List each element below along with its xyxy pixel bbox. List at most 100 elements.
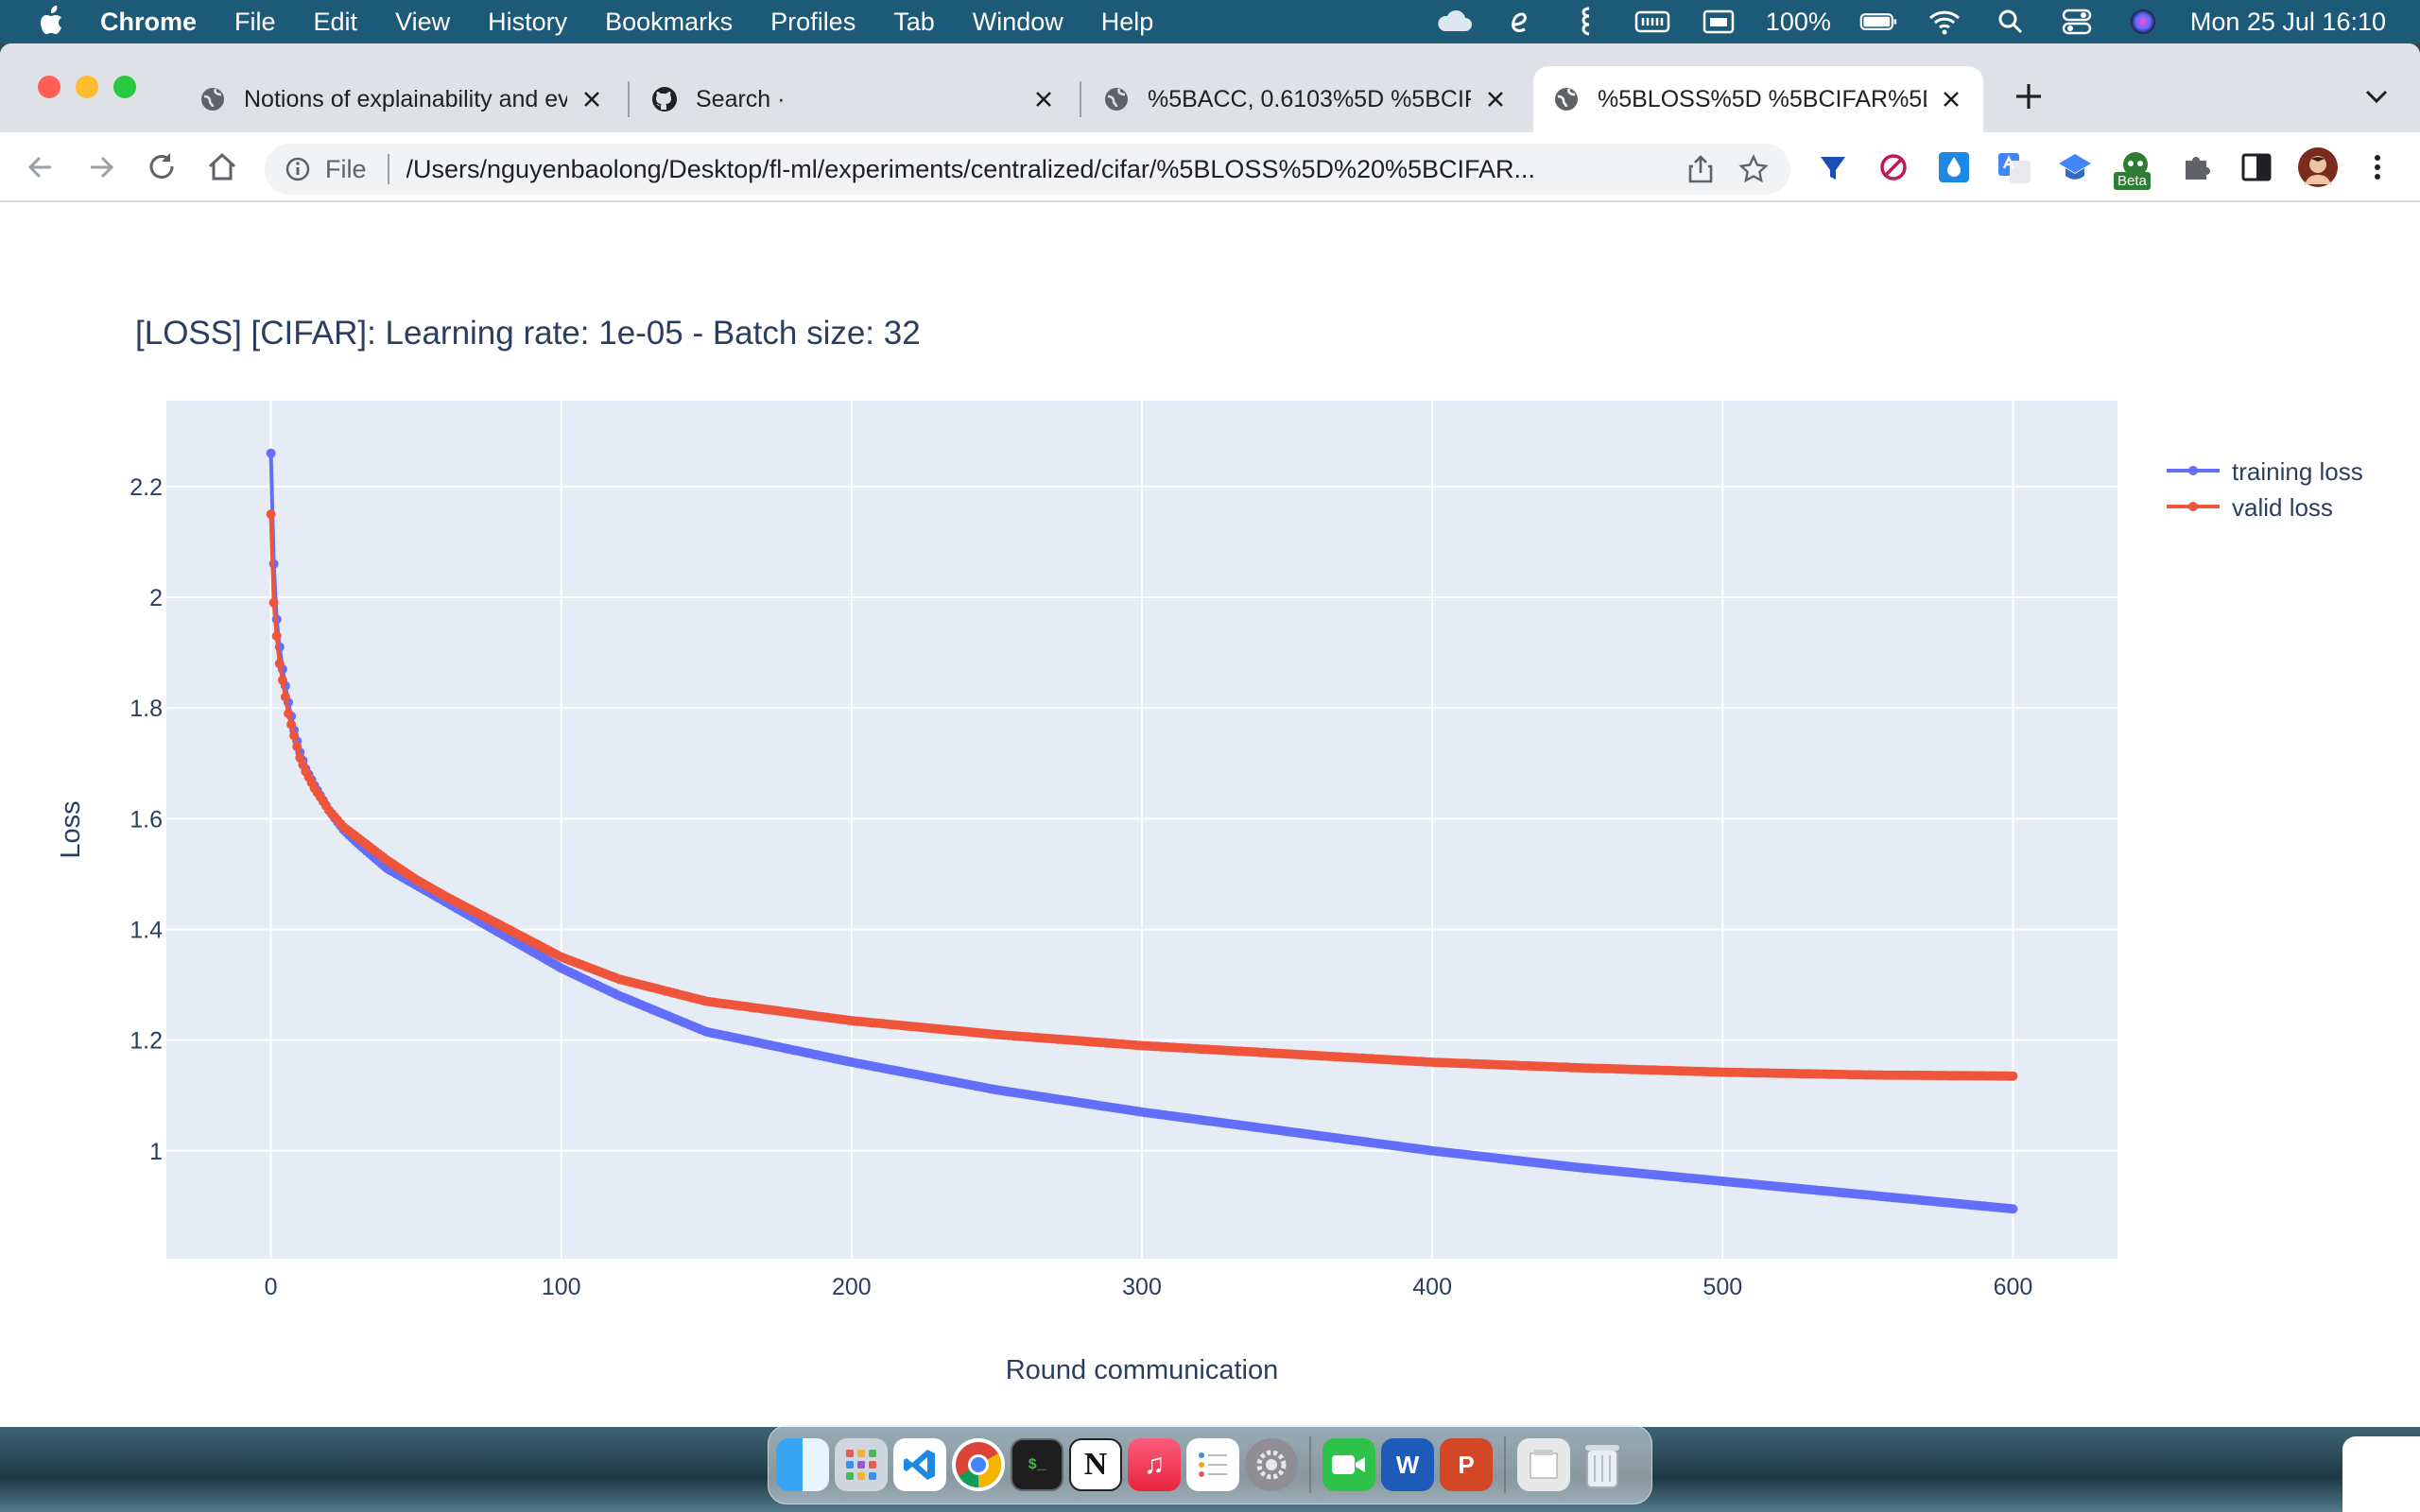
series-valid-loss [266,509,2018,1081]
chart-title: [LOSS] [CIFAR]: Learning rate: 1e-05 - B… [135,315,921,352]
legend-label-valid: valid loss [2232,493,2333,522]
y-tick-label: 2 [149,585,163,611]
scholar-extension-icon[interactable] [2057,149,2093,185]
dock: $_ N ♫ W P [768,1425,1652,1504]
block-extension-icon[interactable] [1876,149,1911,185]
script-icon[interactable] [1567,7,1605,36]
github-icon [652,87,677,112]
menu-file[interactable]: File [234,7,276,36]
url-text[interactable]: /Users/nguyenbaolong/Desktop/fl-ml/exper… [406,154,1536,183]
clock[interactable]: Mon 25 Jul 16:10 [2189,7,2386,36]
dock-finder-icon[interactable] [776,1438,829,1491]
legend-marker-valid [2188,502,2198,511]
dock-launchpad-icon[interactable] [835,1438,888,1491]
close-icon[interactable] [1938,86,1964,112]
back-icon[interactable] [23,149,59,185]
tab-loss[interactable]: %5BLOSS%5D %5BCIFAR%5D [1533,66,1983,132]
y-tick-label: 1.8 [130,696,163,722]
menu-bar: Chrome File Edit View History Bookmarks … [0,0,2420,43]
url-scheme: File [325,154,367,183]
menu-edit[interactable]: Edit [313,7,358,36]
dock-files-icon[interactable] [1517,1438,1570,1491]
siri-icon[interactable] [2124,8,2162,36]
toolbar: File /Users/nguyenbaolong/Desktop/fl-ml/… [0,132,2420,202]
icloud-icon[interactable] [1435,8,1473,36]
tab-acc[interactable]: %5BACC, 0.6103%5D %5BCIF [1083,66,1528,132]
zoom-window-button[interactable] [113,76,136,98]
data-point [2008,1204,2018,1214]
data-point [289,730,300,741]
legend-item-training[interactable]: training loss [2167,457,2363,486]
avatar[interactable] [2297,146,2339,188]
menu-bookmarks[interactable]: Bookmarks [605,7,734,36]
tab-search[interactable]: Search · [631,66,1076,132]
dock-notion-icon[interactable]: N [1069,1438,1122,1491]
drop-extension-icon[interactable] [1936,149,1972,185]
menu-chrome[interactable]: Chrome [100,7,198,36]
menu-help[interactable]: Help [1100,7,1154,36]
beta-extension-icon[interactable]: Beta [2114,149,2155,190]
dock-separator [1309,1436,1311,1493]
x-tick-label: 600 [1994,1274,2033,1300]
browser-window: Notions of explainability and ev Search … [0,43,2420,1427]
x-tick-label: 300 [1122,1274,1162,1300]
dock-trash-icon[interactable] [1576,1438,1629,1491]
star-icon[interactable] [1737,153,1770,185]
legend: training loss valid loss [2167,457,2363,522]
legend-item-valid[interactable]: valid loss [2167,493,2333,522]
home-icon[interactable] [204,149,240,185]
new-tab-icon[interactable] [2012,79,2046,113]
menu-history[interactable]: History [488,7,568,36]
minimize-window-button[interactable] [76,76,98,98]
dock-facetime-icon[interactable] [1322,1438,1375,1491]
x-tick-label: 400 [1412,1274,1452,1300]
dock-music-icon[interactable]: ♫ [1128,1438,1181,1491]
x-tick-label: 500 [1703,1274,1742,1300]
reload-icon[interactable] [144,149,180,185]
apple-icon[interactable] [38,6,66,38]
data-point [271,631,282,641]
legend-marker-training [2188,466,2198,475]
status-area: 100% Mon 25 Jul 16:10 [1435,0,2386,43]
menu-profiles[interactable]: Profiles [770,7,856,36]
close-icon[interactable] [1030,86,1057,112]
close-icon[interactable] [1482,86,1509,112]
filter-extension-icon[interactable] [1815,149,1851,185]
dock-system-preferences-icon[interactable] [1245,1438,1298,1491]
e-icon[interactable] [1501,8,1539,36]
menu-window[interactable]: Window [972,7,1063,36]
window-icon[interactable] [1700,8,1737,36]
robot-icon [2123,152,2148,177]
sidepanel-icon[interactable] [2238,149,2274,185]
control-center-icon[interactable] [2058,8,2096,36]
close-window-button[interactable] [38,76,60,98]
battery-icon[interactable] [1859,8,1897,36]
chevron-down-icon[interactable] [2361,81,2392,112]
dock-chrome-icon[interactable] [952,1438,1005,1491]
puzzle-icon[interactable] [2178,149,2214,185]
keyboard-icon[interactable] [1634,8,1671,36]
close-icon[interactable] [579,86,605,112]
translate-extension-icon[interactable] [1996,149,2032,185]
data-point [274,659,285,669]
dock-vscode-icon[interactable] [893,1438,946,1491]
globe-icon [1555,88,1578,111]
dock-word-icon[interactable]: W [1381,1438,1434,1491]
share-icon[interactable] [1685,153,1717,185]
loss-chart: [LOSS] [CIFAR]: Learning rate: 1e-05 - B… [56,315,2363,1385]
dock-terminal-icon[interactable]: $_ [1011,1438,1063,1491]
x-axis-label: Round communication [1006,1355,1279,1385]
menu-view[interactable]: View [395,7,451,36]
x-tick-label: 100 [542,1274,581,1300]
forward-icon[interactable] [83,149,119,185]
tab-notions[interactable]: Notions of explainability and ev [180,66,624,132]
dock-reminders-icon[interactable] [1186,1438,1239,1491]
kebab-menu-icon[interactable] [2361,149,2394,185]
battery-percent: 100% [1765,7,1831,36]
dock-powerpoint-icon[interactable]: P [1440,1438,1493,1491]
menu-tab[interactable]: Tab [893,7,935,36]
spotlight-icon[interactable] [1992,8,2030,36]
wifi-icon[interactable] [1926,8,1963,36]
address-bar[interactable]: File /Users/nguyenbaolong/Desktop/fl-ml/… [265,144,1790,195]
info-icon[interactable] [284,155,312,183]
